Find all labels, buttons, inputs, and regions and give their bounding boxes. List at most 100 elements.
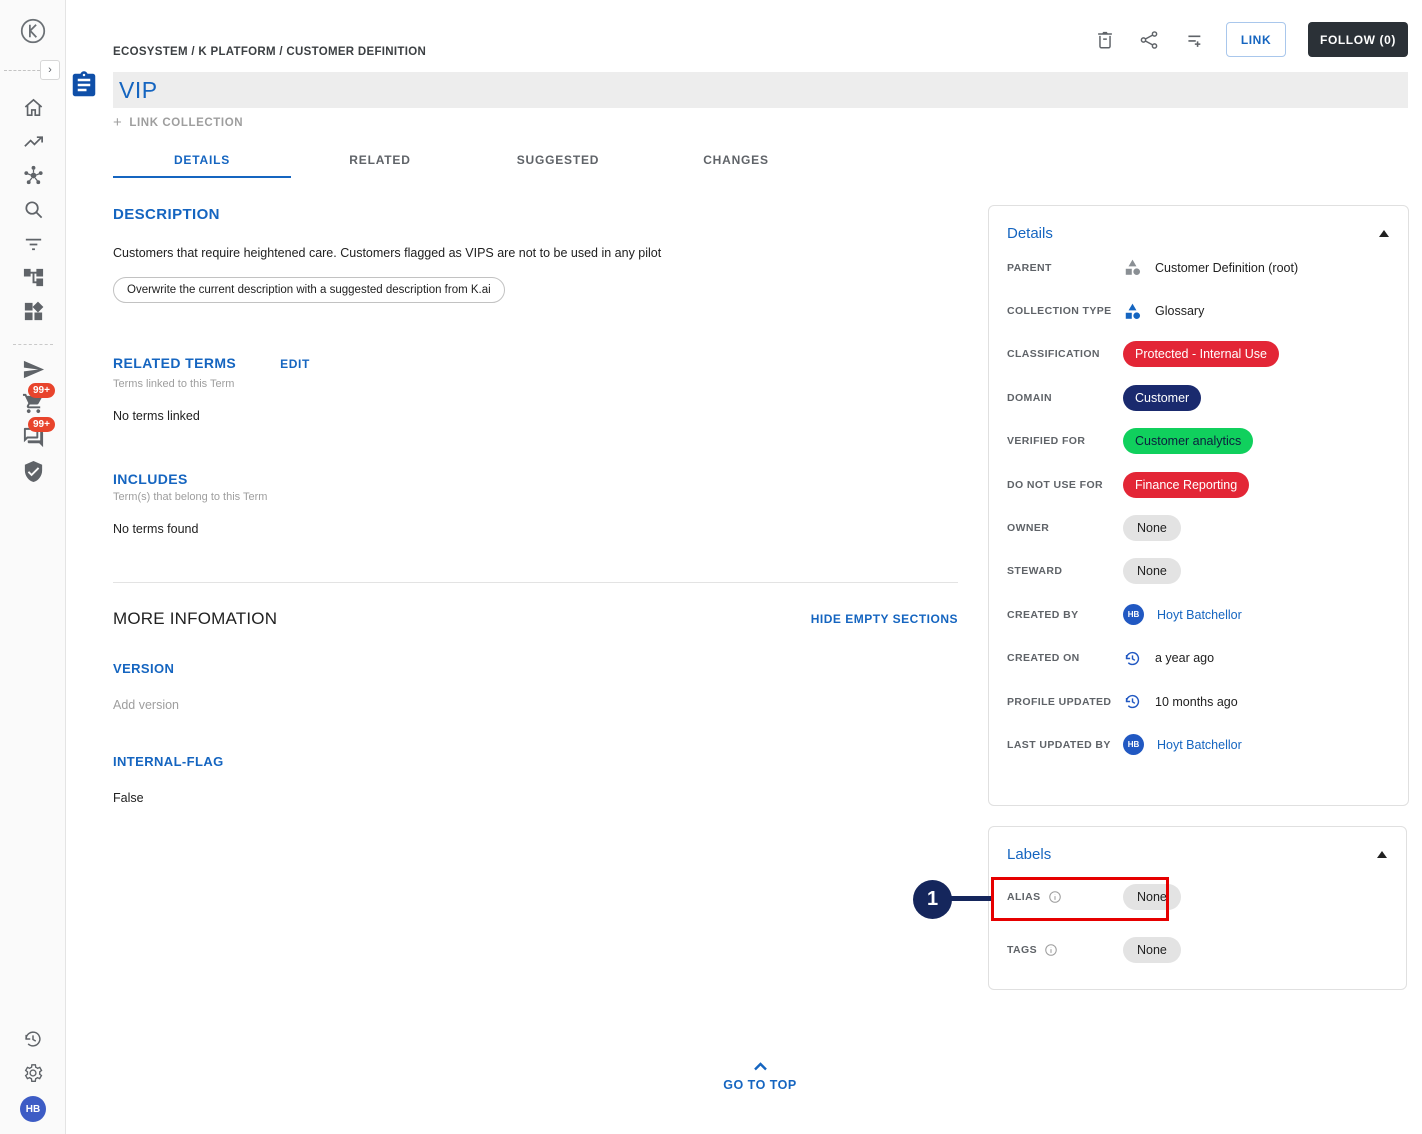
details-panel: Details PARENT Customer Definition (root… xyxy=(988,205,1409,806)
collapse-labels-icon[interactable] xyxy=(1376,850,1388,859)
edit-related-terms-button[interactable]: EDIT xyxy=(280,357,310,371)
home-icon[interactable] xyxy=(0,96,66,119)
detail-row-steward: STEWARD None xyxy=(1007,550,1390,593)
related-terms-subtitle: Terms linked to this Term xyxy=(113,378,235,390)
plus-icon: + xyxy=(113,114,123,131)
detail-row-do-not-use-for: DO NOT USE FOR Finance Reporting xyxy=(1007,463,1390,506)
detail-row-created-by: CREATED BY HB Hoyt Batchellor xyxy=(1007,593,1390,636)
header-actions: LINK FOLLOW (0) xyxy=(1094,22,1408,57)
labels-panel: Labels ALIAS None TAGS xyxy=(988,826,1407,990)
related-terms-heading: RELATED TERMS xyxy=(113,355,237,371)
hide-empty-sections-button[interactable]: HIDE EMPTY SECTIONS xyxy=(810,612,958,626)
user-avatar[interactable]: HB xyxy=(20,1096,46,1122)
hub-network-icon[interactable] xyxy=(0,164,66,187)
version-input-placeholder[interactable]: Add version xyxy=(113,698,180,712)
verified-for-badge[interactable]: Customer analytics xyxy=(1123,428,1254,455)
annotation-step-balloon: 1 xyxy=(913,880,952,919)
chat-badge: 99+ xyxy=(28,417,55,432)
created-by-avatar: HB xyxy=(1123,604,1144,626)
left-sidebar: › xyxy=(0,0,66,1134)
chat-icon[interactable]: 99+ xyxy=(0,417,66,449)
collapse-details-icon[interactable] xyxy=(1378,229,1390,238)
tab-related[interactable]: RELATED xyxy=(349,152,411,167)
cart-icon[interactable]: 99+ xyxy=(0,383,66,415)
description-heading: DESCRIPTION xyxy=(113,206,220,223)
last-updated-by-link[interactable]: Hoyt Batchellor xyxy=(1157,737,1242,752)
tab-suggested[interactable]: SUGGESTED xyxy=(516,152,600,167)
ai-suggest-description-button[interactable]: Overwrite the current description with a… xyxy=(113,277,505,303)
profile-updated-value: 10 months ago xyxy=(1155,694,1238,709)
link-button[interactable]: LINK xyxy=(1226,22,1287,57)
go-to-top-label: GO TO TOP xyxy=(723,1078,797,1092)
widgets-icon[interactable] xyxy=(0,300,66,323)
chevron-up-icon xyxy=(753,1062,767,1071)
detail-row-collection-type: COLLECTION TYPE Glossary xyxy=(1007,289,1390,332)
parent-value[interactable]: Customer Definition (root) xyxy=(1155,260,1299,275)
page-title: VIP xyxy=(119,76,158,103)
includes-heading: INCLUDES xyxy=(113,471,188,487)
filter-icon[interactable] xyxy=(0,232,66,255)
detail-row-profile-updated: PROFILE UPDATED 10 months ago xyxy=(1007,680,1390,723)
sidebar-expand-row: › xyxy=(0,60,65,82)
sidebar-dash-divider xyxy=(4,70,40,71)
annotation-connector-line xyxy=(948,896,994,901)
send-icon[interactable] xyxy=(0,358,66,381)
sidebar-expand-button[interactable]: › xyxy=(40,60,60,80)
collection-type-icon xyxy=(1123,302,1142,321)
detail-row-parent: PARENT Customer Definition (root) xyxy=(1007,246,1390,289)
glossary-term-icon xyxy=(69,70,99,105)
breadcrumb[interactable]: ECOSYSTEM / K PLATFORM / CUSTOMER DEFINI… xyxy=(113,46,427,58)
domain-badge[interactable]: Customer xyxy=(1123,384,1202,411)
do-not-use-badge[interactable]: Finance Reporting xyxy=(1123,471,1250,498)
cart-badge: 99+ xyxy=(28,383,55,398)
label-row-alias: ALIAS None xyxy=(1007,874,1388,920)
description-text: Customers that require heightened care. … xyxy=(113,246,662,260)
tab-changes[interactable]: CHANGES xyxy=(703,152,769,167)
related-terms-empty: No terms linked xyxy=(113,409,200,423)
classification-badge[interactable]: Protected - Internal Use xyxy=(1123,341,1280,368)
category-icon xyxy=(1123,258,1142,277)
history-icon[interactable] xyxy=(0,1028,66,1050)
detail-row-last-updated-by: LAST UPDATED BY HB Hoyt Batchellor xyxy=(1007,723,1390,766)
details-panel-title: Details xyxy=(1007,224,1053,242)
section-divider xyxy=(113,582,958,583)
detail-row-classification: CLASSIFICATION Protected - Internal Use xyxy=(1007,333,1390,376)
history-clock-icon xyxy=(1123,649,1142,668)
trending-up-icon[interactable] xyxy=(0,130,66,153)
steward-badge[interactable]: None xyxy=(1123,558,1181,585)
follow-button[interactable]: FOLLOW (0) xyxy=(1308,22,1408,57)
k-app-logo-icon[interactable] xyxy=(0,16,66,46)
alias-info-icon[interactable] xyxy=(1048,890,1062,904)
created-by-link[interactable]: Hoyt Batchellor xyxy=(1157,607,1242,622)
internal-flag-value: False xyxy=(113,791,144,805)
detail-row-owner: OWNER None xyxy=(1007,506,1390,549)
tags-info-icon[interactable] xyxy=(1044,943,1058,957)
tags-badge[interactable]: None xyxy=(1123,937,1181,963)
includes-empty: No terms found xyxy=(113,522,199,536)
link-collection-button[interactable]: + LINK COLLECTION xyxy=(113,114,243,131)
shield-check-icon[interactable] xyxy=(0,460,66,483)
internal-flag-heading: INTERNAL-FLAG xyxy=(113,754,224,769)
delete-icon[interactable] xyxy=(1094,29,1116,51)
settings-gear-icon[interactable] xyxy=(0,1062,66,1084)
detail-row-domain: DOMAIN Customer xyxy=(1007,376,1390,419)
add-to-list-icon[interactable] xyxy=(1182,29,1204,51)
tab-bar: DETAILS RELATED SUGGESTED CHANGES xyxy=(113,143,825,178)
alias-badge[interactable]: None xyxy=(1123,884,1181,910)
labels-panel-title: Labels xyxy=(1007,845,1052,863)
tab-details[interactable]: DETAILS xyxy=(113,143,291,178)
collection-type-value: Glossary xyxy=(1155,304,1205,319)
owner-badge[interactable]: None xyxy=(1123,515,1181,542)
main-content: DESCRIPTION Customers that require heigh… xyxy=(113,198,958,805)
sidebar-section-divider xyxy=(12,344,53,345)
search-icon[interactable] xyxy=(0,198,66,221)
last-updated-by-avatar: HB xyxy=(1123,734,1144,756)
detail-row-verified-for: VERIFIED FOR Customer analytics xyxy=(1007,420,1390,463)
detail-row-created-on: CREATED ON a year ago xyxy=(1007,637,1390,680)
title-bar: VIP xyxy=(113,72,1408,108)
share-icon[interactable] xyxy=(1138,29,1160,51)
created-on-value: a year ago xyxy=(1155,651,1215,666)
lineage-tree-icon[interactable] xyxy=(0,266,66,289)
go-to-top-button[interactable]: GO TO TOP xyxy=(660,1058,860,1092)
